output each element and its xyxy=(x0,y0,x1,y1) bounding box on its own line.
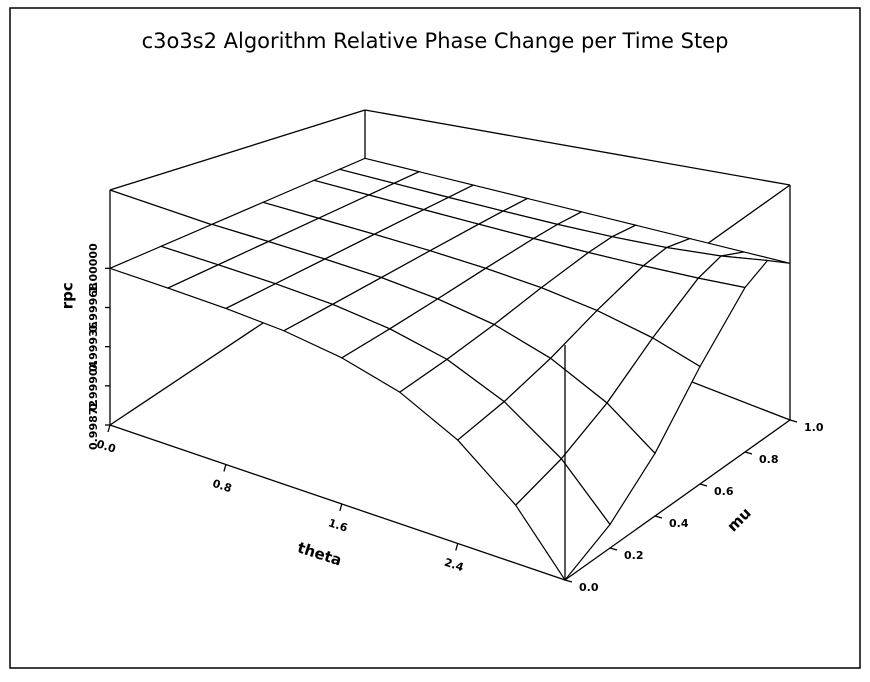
surface-face xyxy=(514,457,611,582)
y-tick-label: 0.0 xyxy=(579,581,599,594)
x-tick xyxy=(339,503,343,512)
x-tick-label: 1.6 xyxy=(327,516,350,534)
chart-title: c3o3s2 Algorithm Relative Phase Change p… xyxy=(142,29,729,53)
y-tick-label: 0.4 xyxy=(669,517,689,530)
top-edge xyxy=(109,109,366,191)
y-tick-label: 1.0 xyxy=(804,421,824,434)
z-tick-label: 1.00000 xyxy=(87,243,100,293)
z-tick-label: 0.99872 xyxy=(87,400,100,450)
y-tick xyxy=(609,547,618,551)
x-tick-label: 0.8 xyxy=(211,477,234,495)
x-tick-label: 2.4 xyxy=(443,556,466,574)
y-axis-label: mu xyxy=(723,504,754,535)
y-tick xyxy=(744,451,753,455)
y-tick xyxy=(789,419,798,423)
floor-edge xyxy=(109,424,566,581)
z-tick-label: 0.99968 xyxy=(87,282,100,332)
z-axis-label: rpc xyxy=(59,282,77,309)
x-tick xyxy=(223,464,227,472)
y-tick-label: 0.6 xyxy=(714,485,734,498)
y-tick xyxy=(699,483,708,487)
y-tick-label: 0.2 xyxy=(624,549,644,562)
frame xyxy=(9,7,861,669)
y-tick xyxy=(564,579,573,583)
x-tick-label: 0.0 xyxy=(95,437,118,455)
z-tick-label: 0.99936 xyxy=(87,321,100,371)
z-tick-label: 0.99904 xyxy=(87,360,100,410)
x-tick xyxy=(455,543,459,551)
x-tick xyxy=(107,424,111,433)
y-tick xyxy=(654,515,663,519)
y-tick-label: 0.8 xyxy=(759,453,779,466)
x-axis-label: theta xyxy=(295,538,344,569)
top-edge xyxy=(364,109,791,186)
surface xyxy=(108,157,791,582)
floor-edge xyxy=(564,419,791,581)
